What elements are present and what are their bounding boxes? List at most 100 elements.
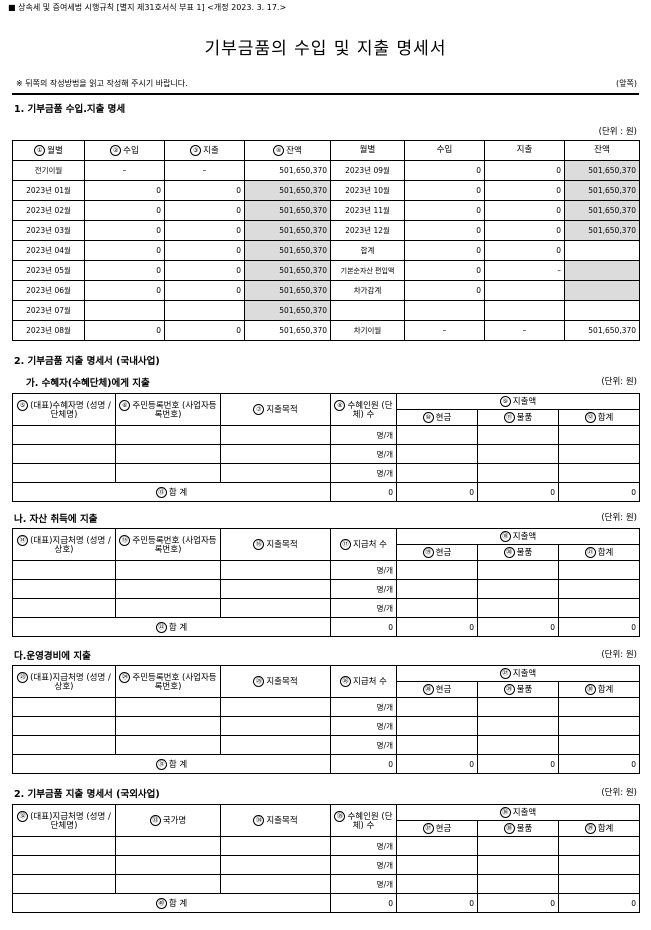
table-cell: 0 bbox=[404, 240, 485, 261]
da-expense-table: ㉓ (대표)지급처명 (성명 / 상호) ㉔ 주민등록번호 (사업자등록번호) ㉕ 지출목… bbox=[12, 665, 641, 774]
table-cell bbox=[164, 300, 245, 321]
total-text: 합 계 bbox=[168, 759, 188, 770]
table-cell bbox=[115, 855, 221, 875]
table-cell: 2023년 03월 bbox=[12, 220, 85, 241]
table-cell: 합계 bbox=[330, 240, 405, 261]
header-cell: ㉞ 지출목적 bbox=[220, 804, 331, 837]
table-cell bbox=[220, 560, 331, 580]
section2-title: 2. 기부금품 지출 명세서 (국내사업) bbox=[14, 356, 160, 367]
amount-header-label: 지출액 bbox=[512, 808, 537, 818]
sub-header: ⑩ 현금 bbox=[396, 409, 478, 426]
table-cell bbox=[396, 579, 478, 599]
header-cell: ㉓ (대표)지급처명 (성명 / 상호) bbox=[12, 665, 116, 698]
sub-header: ㉚ 합계 bbox=[557, 681, 641, 698]
table-cell bbox=[396, 463, 478, 483]
legal-reference: ■ 상속세 및 증여세법 시행규칙 [별지 제31호서식 부표 1] <개정 2… bbox=[8, 3, 287, 12]
table-cell: 0 bbox=[164, 180, 245, 201]
count-cell: 명/개 bbox=[330, 425, 397, 445]
col-header-label: 수입 bbox=[123, 146, 139, 156]
table-cell bbox=[557, 735, 641, 755]
total-value: 0 bbox=[330, 482, 397, 502]
table-cell: 0 bbox=[164, 280, 245, 301]
table-cell: 501,650,370 bbox=[244, 300, 331, 321]
header-label: 주민등록번호 (사업자등록번호) bbox=[132, 535, 217, 555]
table-cell: 2023년 04월 bbox=[12, 240, 85, 261]
col-header-label: 잔액 bbox=[286, 146, 302, 156]
table-cell bbox=[115, 874, 221, 894]
header-cell: ⑭ (대표)지급처명 (성명 / 상호) bbox=[12, 528, 116, 561]
header-label: 주민등록번호 (사업자등록번호) bbox=[132, 400, 217, 420]
table-row: 2023년 05월 0 0 501,650,370 기본순자산 편입액 0– bbox=[12, 260, 640, 281]
sub-header-label: 물품 bbox=[516, 548, 533, 558]
table-cell bbox=[12, 463, 116, 483]
col-header-2: ③ 지출 bbox=[164, 140, 245, 161]
table-cell bbox=[12, 855, 116, 875]
header-cell: ⑯ 지출목적 bbox=[220, 528, 331, 561]
table-cell bbox=[220, 425, 331, 445]
table-cell bbox=[330, 300, 405, 321]
count-cell: 명/개 bbox=[330, 855, 397, 875]
table-cell bbox=[557, 463, 641, 483]
col-header-0: ① 월별 bbox=[12, 140, 85, 161]
table-cell: 501,650,370 bbox=[244, 280, 331, 301]
total-value: 0 bbox=[557, 754, 641, 774]
count-cell: 명/개 bbox=[330, 444, 397, 464]
header-cell: ㉕ 지출목적 bbox=[220, 665, 331, 698]
sub-header: ㉙ 물품 bbox=[477, 681, 559, 698]
table-cell: 0 bbox=[84, 320, 165, 341]
sub-header-label: 합계 bbox=[597, 413, 614, 423]
table-row: 2023년 08월 0 0 501,650,370 차기이월 – –501,650,370 bbox=[12, 320, 640, 341]
header-cell: ㉟ 수혜인원 (단체) 수 bbox=[330, 804, 397, 837]
table-cell bbox=[557, 697, 641, 717]
table-cell: 2023년 08월 bbox=[12, 320, 85, 341]
table-row: 명/개 bbox=[12, 735, 641, 755]
s3-section-title: 2. 기부금품 지출 명세서 (국외사업) bbox=[14, 789, 160, 800]
income-expense-table: ① 월별 ② 수입 ③ 지출 ④ 잔액 월별 수입 지출 잔액 전기이월 – –501,650,370 20… bbox=[12, 140, 640, 341]
table-cell bbox=[12, 836, 116, 856]
col-header-label: 수입 bbox=[436, 145, 453, 155]
col-header-label: 월별 bbox=[359, 145, 376, 155]
sub-header: ⑫ 합계 bbox=[557, 409, 641, 426]
table-cell bbox=[557, 836, 641, 856]
total-value: 0 bbox=[330, 617, 397, 637]
amount-header-label: 지출액 bbox=[512, 532, 537, 542]
amount-header: ㉗ 지출액 bbox=[395, 665, 641, 682]
count-cell: 명/개 bbox=[330, 697, 397, 717]
total-value: 0 bbox=[477, 617, 559, 637]
table-cell: 0 bbox=[164, 220, 245, 241]
table-cell bbox=[484, 300, 565, 321]
table-cell bbox=[12, 697, 116, 717]
header-label: (대표)수혜자명 (성명 / 단체명) bbox=[30, 400, 111, 420]
table-cell: 501,650,370 bbox=[244, 240, 331, 261]
header-label: 지출목적 bbox=[266, 405, 298, 415]
sub-header: ㊴ 합계 bbox=[557, 820, 641, 837]
header-label: 지출목적 bbox=[266, 540, 298, 550]
table-cell bbox=[396, 598, 478, 618]
col-header-4: 월별 bbox=[330, 140, 405, 161]
table-cell bbox=[477, 716, 559, 736]
sub-header: ⑲ 현금 bbox=[396, 544, 478, 561]
table-cell bbox=[115, 444, 221, 464]
table-cell: 501,650,370 bbox=[564, 320, 640, 341]
table-cell bbox=[220, 463, 331, 483]
table-cell: 0 bbox=[484, 220, 565, 241]
table-cell bbox=[477, 579, 559, 599]
page-title: 기부금품의 수입 및 지출 명세서 bbox=[204, 39, 447, 59]
table-cell: – bbox=[484, 320, 565, 341]
table-cell bbox=[557, 855, 641, 875]
table-cell: 0 bbox=[164, 320, 245, 341]
table-row: 2023년 07월 501,650,370 bbox=[12, 300, 640, 321]
table-cell: 2023년 09월 bbox=[330, 160, 405, 181]
table-cell bbox=[564, 260, 640, 281]
table-cell bbox=[477, 598, 559, 618]
table-row: 2023년 06월 0 0 501,650,370 차가감계 0 bbox=[12, 280, 640, 301]
sub-header-label: 현금 bbox=[435, 548, 452, 558]
table-cell: 501,650,370 bbox=[564, 200, 640, 221]
table-cell: 0 bbox=[164, 240, 245, 261]
table-cell bbox=[557, 874, 641, 894]
